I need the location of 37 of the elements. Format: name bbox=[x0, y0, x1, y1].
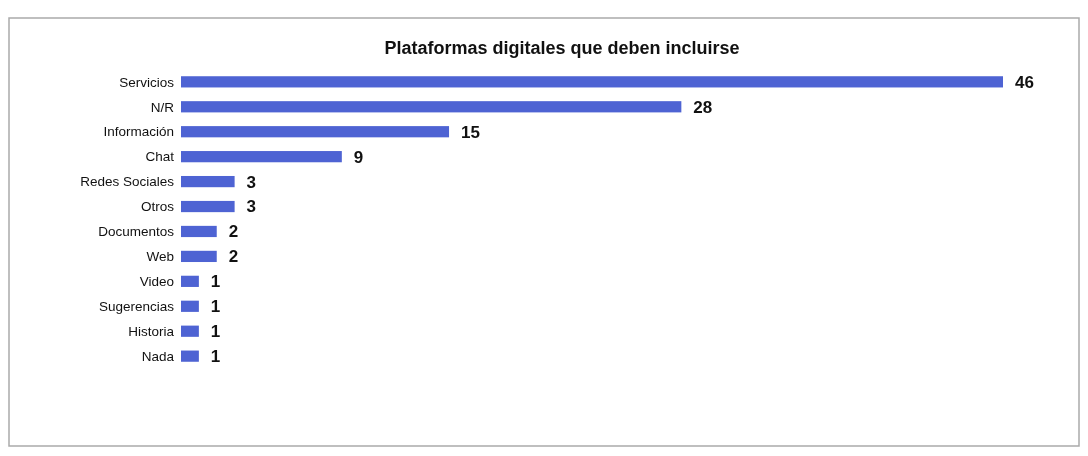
bar bbox=[181, 101, 682, 113]
chart-title: Plataformas digitales que deben incluirse bbox=[384, 38, 740, 58]
bar bbox=[181, 225, 217, 238]
data-label: 9 bbox=[353, 147, 364, 167]
bar bbox=[181, 250, 217, 263]
y-tick-label: Video bbox=[139, 274, 174, 290]
data-label: 46 bbox=[1015, 72, 1034, 92]
y-tick-label: Documentos bbox=[98, 224, 175, 240]
bar bbox=[181, 350, 199, 362]
data-label: 3 bbox=[246, 172, 257, 192]
data-label: 1 bbox=[210, 297, 221, 317]
y-tick-label: Redes Sociales bbox=[80, 174, 175, 190]
y-tick-label: N/R bbox=[150, 99, 175, 115]
y-tick-label: Servicios bbox=[119, 74, 175, 90]
y-tick-label: Información bbox=[103, 124, 174, 140]
bar bbox=[181, 325, 199, 337]
data-label: 15 bbox=[461, 122, 480, 142]
data-label: 2 bbox=[228, 247, 239, 267]
data-label: 1 bbox=[210, 347, 221, 367]
y-tick-label: Sugerencias bbox=[98, 299, 175, 315]
bar bbox=[181, 76, 1003, 88]
y-tick-label: Otros bbox=[140, 199, 175, 215]
bar bbox=[181, 151, 342, 163]
bar bbox=[181, 175, 235, 188]
y-tick-label: Web bbox=[146, 249, 174, 265]
bar bbox=[181, 200, 235, 213]
y-tick-label: Historia bbox=[128, 323, 175, 339]
data-label: 1 bbox=[210, 322, 221, 342]
bar bbox=[181, 126, 450, 138]
bar bbox=[181, 300, 199, 312]
data-label: 1 bbox=[210, 272, 221, 292]
bar bbox=[181, 275, 199, 287]
data-label: 2 bbox=[228, 222, 239, 242]
y-tick-label: Chat bbox=[145, 149, 175, 165]
data-label: 28 bbox=[693, 97, 713, 117]
y-tick-label: Nada bbox=[141, 348, 175, 364]
data-label: 3 bbox=[246, 197, 257, 217]
